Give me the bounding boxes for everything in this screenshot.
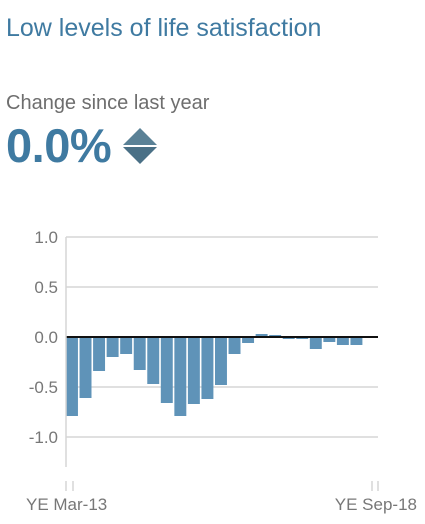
x-tick-label-first: YE Mar-13	[26, 495, 107, 514]
bar	[323, 337, 336, 342]
bar	[336, 337, 349, 345]
bar	[160, 337, 173, 403]
bar	[79, 337, 92, 398]
change-label: Change since last year	[6, 92, 210, 114]
chart-title: Low levels of life satisfaction	[6, 14, 322, 42]
bar	[187, 337, 200, 404]
y-tick-label: -0.5	[29, 378, 58, 397]
bars-layer	[66, 334, 363, 416]
bar	[255, 334, 268, 337]
change-value: 0.0%	[6, 118, 112, 172]
bar	[201, 337, 214, 399]
bar	[133, 337, 146, 370]
bar	[174, 337, 187, 416]
bar	[228, 337, 241, 354]
x-tick-label-last: YE Sep-18	[335, 495, 417, 514]
y-tick-label: 1.0	[34, 228, 58, 247]
bar	[120, 337, 133, 354]
bar-chart: 1.0 0.5 0.0 -0.5 -1.0 YE Mar-13 YE Sep-18	[26, 228, 417, 514]
change-summary: 0.0%	[6, 116, 159, 174]
grid-layer	[66, 236, 378, 438]
axis-layer: 1.0 0.5 0.0 -0.5 -1.0 YE Mar-13 YE Sep-18	[26, 228, 417, 514]
bar	[350, 337, 363, 345]
bar	[106, 337, 119, 357]
bar	[242, 337, 255, 343]
bar	[93, 337, 106, 371]
y-tick-label: 0.0	[34, 328, 58, 347]
bar	[215, 337, 227, 385]
no-change-diamond-icon	[123, 128, 158, 164]
bar	[66, 337, 78, 416]
y-tick-label: 0.5	[34, 278, 58, 297]
y-tick-label: -1.0	[29, 428, 58, 447]
bar	[309, 337, 322, 349]
bar	[147, 337, 160, 384]
